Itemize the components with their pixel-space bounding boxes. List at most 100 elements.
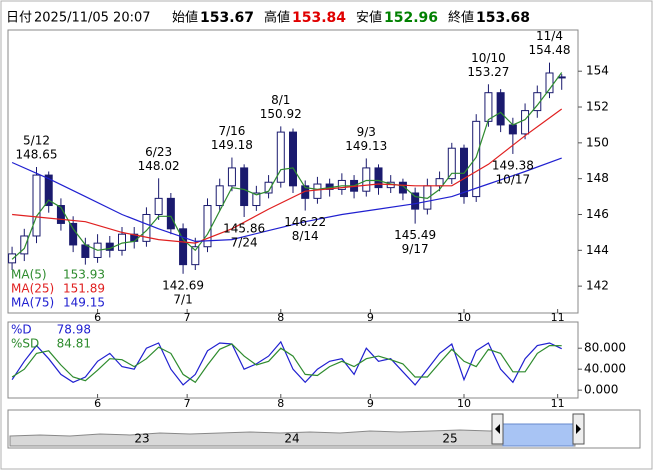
candle-body — [374, 167, 383, 189]
oscillator-line — [11, 343, 562, 384]
legend-value: 149.15 — [63, 296, 105, 310]
annotation-price: 148.02 — [138, 159, 180, 173]
legend-value: 84.81 — [57, 337, 91, 351]
annotation-price: 149.38 — [492, 158, 534, 172]
navigator-label: 24 — [284, 432, 299, 446]
field-label: 安値 — [356, 10, 382, 26]
x-tick-label: 11 — [551, 397, 565, 410]
moving-average — [11, 72, 563, 260]
moving-average — [11, 157, 562, 243]
y-tick-label: 150 — [586, 135, 609, 149]
annotation-date: 8/14 — [292, 229, 319, 243]
candle-body — [496, 92, 505, 126]
x-tick-label: 8 — [277, 397, 284, 410]
legend-name: MA(5) — [11, 268, 47, 282]
candle-body — [191, 246, 200, 266]
field-value: 152.96 — [384, 10, 438, 26]
candle-body — [545, 72, 554, 94]
candle-body — [508, 124, 517, 135]
x-tick-label: 7 — [184, 311, 191, 324]
candle-body — [435, 178, 444, 187]
candle-body — [8, 253, 17, 264]
field-value: 153.68 — [476, 10, 530, 26]
x-tick-label: 11 — [551, 311, 565, 324]
annotation-price: 149.18 — [211, 138, 253, 152]
annotation-price: 145.86 — [223, 221, 265, 235]
legend-value: 153.93 — [63, 268, 105, 282]
candle-body — [81, 244, 90, 258]
x-tick-label: 6 — [94, 397, 101, 410]
candle-body — [69, 222, 78, 246]
candle-body — [44, 174, 53, 207]
y-tick-label: 144 — [586, 243, 609, 257]
annotation-date: 7/1 — [173, 292, 192, 306]
x-tick-label: 7 — [184, 397, 191, 410]
candle-body — [289, 131, 297, 187]
candle-body — [215, 185, 224, 207]
annotation-date: 9/3 — [357, 125, 376, 139]
annotation-price: 145.49 — [394, 228, 436, 242]
annotation-price: 150.92 — [260, 107, 302, 121]
candle-body — [337, 179, 346, 190]
annotation-date: 10/10 — [471, 51, 506, 65]
candle-body — [557, 76, 566, 79]
candle-body — [484, 92, 493, 122]
candle-body — [252, 192, 261, 207]
annotation-date: 10/17 — [496, 172, 531, 186]
x-tick-label: 10 — [457, 397, 471, 410]
annotation-price: 154.48 — [529, 43, 571, 57]
handle-arrow — [495, 424, 500, 434]
annotation-price: 153.27 — [467, 65, 509, 79]
oscillator-panel — [7, 321, 579, 399]
x-tick-label: 10 — [457, 311, 471, 324]
candle-body — [227, 167, 236, 187]
candle-body — [142, 213, 151, 242]
moving-average — [12, 108, 563, 244]
y-tick-label: 146 — [586, 207, 609, 221]
candle-body — [276, 131, 285, 183]
legend-name: %SD — [11, 337, 39, 351]
candle-body — [203, 205, 212, 248]
y-tick-label: 80.000 — [584, 341, 626, 355]
annotation-price: 148.65 — [16, 148, 58, 162]
navigator-selection[interactable] — [502, 423, 574, 447]
legend-value: 78.98 — [57, 323, 91, 337]
field-value: 153.67 — [200, 10, 254, 26]
candle-body — [472, 120, 481, 198]
legend-name: MA(75) — [11, 296, 54, 310]
candle-body — [398, 181, 407, 194]
x-tick-label: 9 — [367, 311, 374, 324]
legend-name: %D — [11, 323, 32, 337]
y-tick-label: 0.000 — [584, 383, 618, 397]
handle-arrow — [576, 424, 581, 434]
annotation-date: 11/4 — [536, 29, 563, 43]
field-label: 始値 — [172, 10, 198, 26]
candle-body — [32, 174, 41, 237]
oscillator-plot: 80.000 40.000 0.000 6 7 8 9 10 11 %D 78.98 %SD 84.81 — [11, 323, 626, 411]
candle-body — [362, 167, 371, 192]
annotation-date: 9/17 — [402, 242, 429, 256]
candle-body — [447, 147, 456, 180]
candle-body — [264, 181, 273, 194]
annotation-date: 8/1 — [271, 93, 290, 107]
x-tick-label: 6 — [94, 311, 101, 324]
candle-body — [166, 197, 175, 230]
annotation-date: 5/12 — [23, 134, 50, 148]
field-value: 153.84 — [292, 10, 346, 26]
header-fields: 始値 153.67 高値 153.84 安値 152.96 終値 153.68 — [172, 10, 530, 27]
candle-body — [521, 110, 530, 135]
oscillator-line — [11, 340, 562, 386]
annotation-date: 7/16 — [218, 124, 245, 138]
y-tick-label: 148 — [586, 171, 609, 185]
candle-body — [301, 185, 310, 199]
candle-body — [240, 167, 249, 207]
candle-body — [179, 228, 188, 266]
field-label: 終値 — [448, 10, 474, 26]
navigator-label: 23 — [134, 432, 149, 446]
legend-value: 151.89 — [63, 282, 105, 296]
candle-body — [411, 192, 420, 210]
annotation-date: 7/24 — [231, 235, 258, 249]
